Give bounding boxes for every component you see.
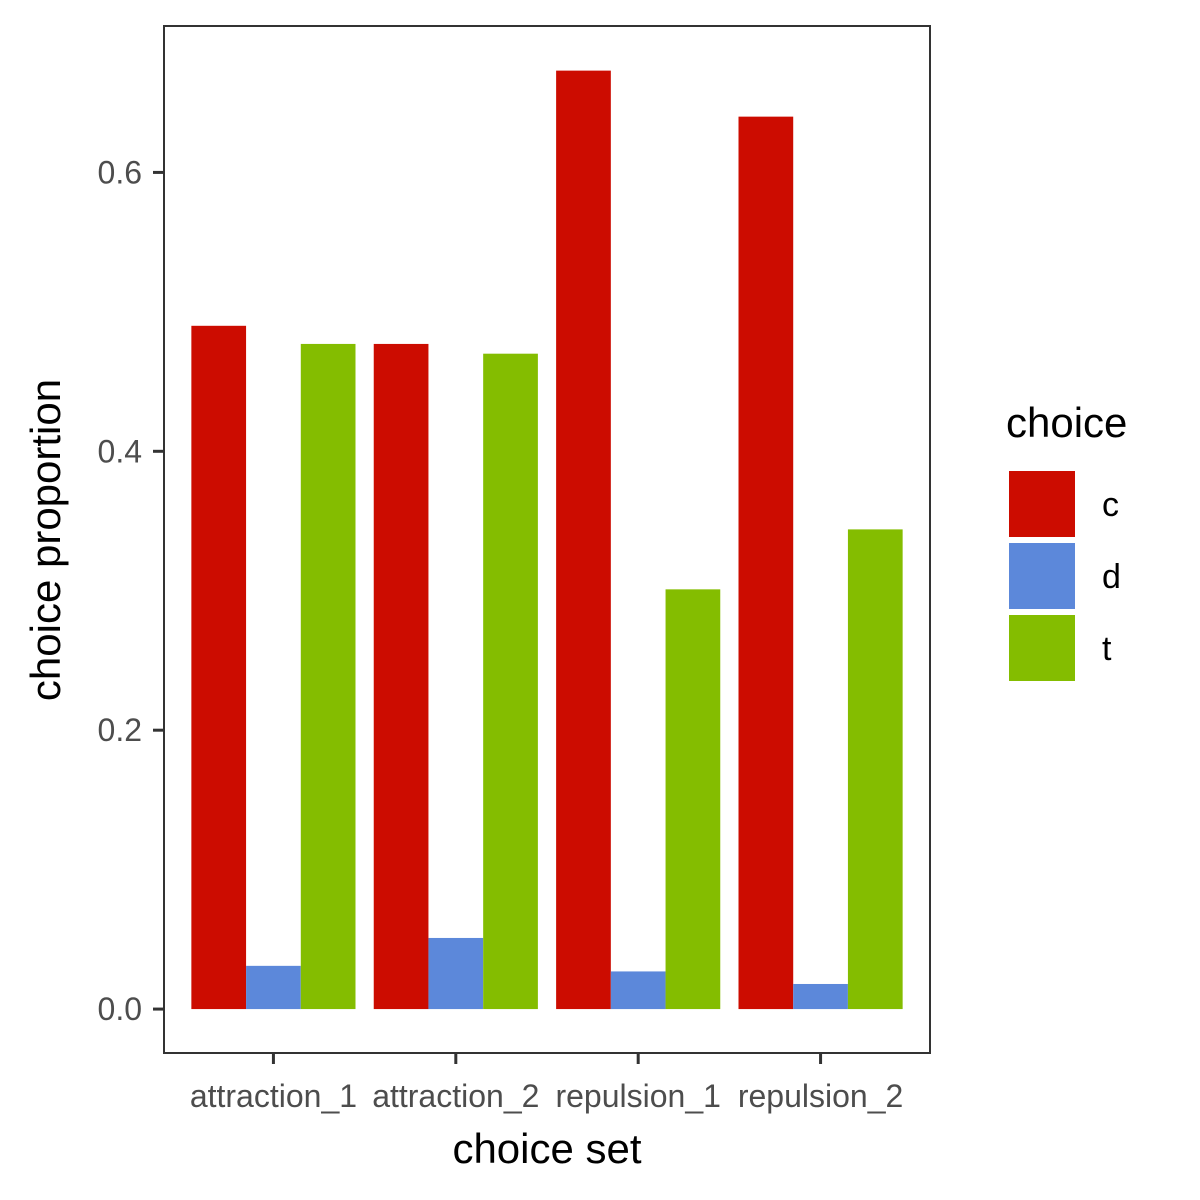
bar-attraction_2-d: [428, 937, 484, 1010]
x-tick-label: attraction_2: [372, 1078, 539, 1114]
panel-border: [163, 25, 931, 1054]
y-tick-label: 0.6: [98, 154, 142, 190]
x-axis: attraction_1 attraction_2 repulsion_1 repul…: [190, 1053, 903, 1114]
bar-attraction_1-c: [191, 325, 247, 1010]
bar-attraction_2-c: [373, 343, 429, 1010]
y-tick-label: 0.0: [98, 991, 142, 1027]
bar-attraction_1-t: [300, 343, 356, 1010]
legend-items: cdt: [1009, 471, 1121, 681]
y-axis: 0.0 0.2 0.4 0.6: [98, 154, 164, 1027]
y-tick-label: 0.2: [98, 712, 142, 748]
bar-repulsion_1-c: [556, 70, 611, 1010]
x-tick-label: repulsion_1: [555, 1078, 720, 1114]
bars-layer: [191, 70, 903, 1010]
bar-repulsion_2-c: [738, 116, 794, 1010]
bar-repulsion_1-d: [610, 971, 666, 1010]
legend-label-d: d: [1102, 558, 1121, 596]
bar-repulsion_2-t: [847, 529, 903, 1010]
bar-attraction_1-d: [246, 965, 301, 1010]
bar-attraction_2-t: [483, 353, 538, 1010]
legend-key-t: [1009, 615, 1075, 681]
bar-repulsion_2-d: [793, 983, 848, 1010]
x-tick-label: repulsion_2: [738, 1078, 903, 1114]
legend-key-d: [1009, 543, 1075, 609]
legend-title: choice: [1006, 399, 1127, 446]
y-tick-label: 0.4: [98, 433, 142, 469]
y-axis-title: choice proportion: [22, 379, 69, 701]
legend: choice cdt: [1006, 399, 1127, 681]
x-axis-title: choice set: [452, 1125, 641, 1172]
x-tick-label: attraction_1: [190, 1078, 357, 1114]
legend-label-c: c: [1102, 486, 1119, 524]
legend-key-c: [1009, 471, 1075, 537]
legend-label-t: t: [1102, 630, 1112, 668]
bar-repulsion_1-t: [665, 589, 721, 1010]
